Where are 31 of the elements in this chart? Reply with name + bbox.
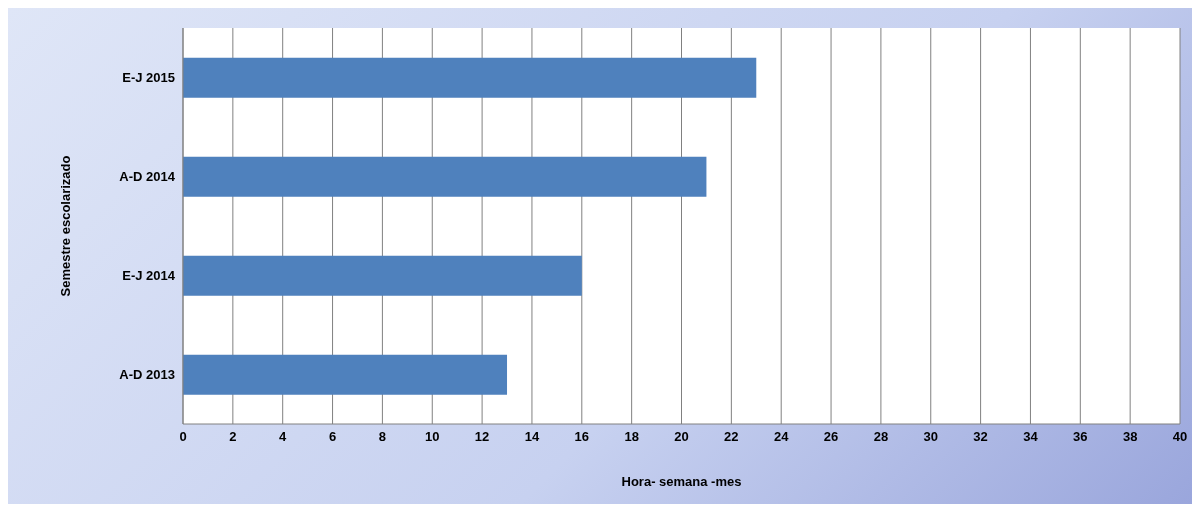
x-tick-label: 22 <box>724 429 739 445</box>
bar <box>183 354 508 395</box>
x-tick-label: 32 <box>973 429 988 445</box>
x-tick-label: 2 <box>229 429 237 445</box>
y-axis-title: Semestre escolarizado <box>57 155 73 297</box>
x-axis-title: Hora- semana -mes <box>621 474 742 489</box>
bar <box>183 156 707 197</box>
x-tick-label: 14 <box>524 429 540 445</box>
y-tick-label: E-J 2015 <box>122 70 175 86</box>
bar <box>183 255 582 296</box>
x-tick-label: 4 <box>279 429 288 445</box>
x-tick-label: 40 <box>1172 429 1188 445</box>
x-tick-label: 38 <box>1122 429 1138 445</box>
y-tick-label: E-J 2014 <box>122 268 176 284</box>
x-tick-label: 0 <box>179 429 187 445</box>
x-tick-label: 34 <box>1023 429 1039 445</box>
x-tick-label: 24 <box>773 429 790 445</box>
x-tick-label: 6 <box>328 429 337 445</box>
y-tick-label: A-D 2013 <box>119 367 175 383</box>
x-tick-label: 18 <box>624 429 639 445</box>
x-tick-label: 20 <box>674 429 689 445</box>
x-tick-label: 28 <box>873 429 889 445</box>
x-tick-label: 12 <box>474 429 490 445</box>
x-tick-label: 26 <box>823 429 839 445</box>
x-tick-label: 36 <box>1073 429 1088 445</box>
y-tick-label: A-D 2014 <box>119 169 176 185</box>
x-tick-label: 8 <box>378 429 387 445</box>
x-tick-label: 16 <box>574 429 590 445</box>
x-tick-label: 30 <box>923 429 938 445</box>
bar <box>183 57 757 98</box>
x-tick-label: 10 <box>425 429 440 445</box>
